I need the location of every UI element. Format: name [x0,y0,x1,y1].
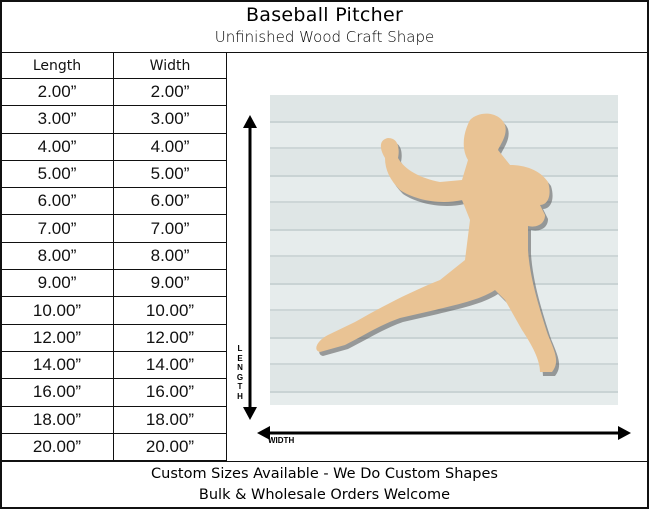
width-cell: 6.00” [113,187,227,216]
table-row: 8.00” 8.00” [0,241,227,271]
length-cell: 5.00” [0,159,114,189]
length-cell: 6.00” [0,187,114,216]
length-cell: 14.00” [0,350,114,380]
table-row: 12.00” 12.00” [0,323,227,352]
length-cell: 9.00” [0,269,114,298]
page-title: Baseball Pitcher [245,4,404,26]
width-cell: 9.00” [113,269,227,298]
table-row: 5.00” 5.00” [0,159,227,189]
table-row: 16.00” 16.00” [0,378,227,407]
column-header-width: Width [113,52,227,79]
width-cell: 2.00” [113,77,227,107]
wood-shape [316,113,557,372]
table-row: 4.00” 4.00” [0,132,227,161]
length-cell: 3.00” [0,105,114,134]
length-cell: 16.00” [0,378,114,407]
width-cell: 16.00” [113,378,227,407]
footer-custom-note: Custom Sizes Available - We Do Custom Sh… [151,466,498,482]
length-cell: 10.00” [0,296,114,325]
table-row: 6.00” 6.00” [0,187,227,216]
column-header-length: Length [0,52,114,79]
table-row: 9.00” 9.00” [0,269,227,298]
width-cell: 3.00” [113,105,227,134]
width-cell: 8.00” [113,241,227,271]
header: Baseball Pitcher Unfinished Wood Craft S… [0,0,649,53]
width-cell: 18.00” [113,405,227,434]
length-cell: 4.00” [0,132,114,161]
table-row: 3.00” 3.00” [0,105,227,134]
width-label: WIDTH [268,436,295,445]
length-cell: 20.00” [0,432,114,462]
table-row: 18.00” 18.00” [0,405,227,434]
page-subtitle: Unfinished Wood Craft Shape [214,28,435,46]
length-cell: 8.00” [0,241,114,271]
width-arrow [257,426,631,440]
table-row: 20.00” 20.00” [0,432,227,462]
table-row: 2.00” 2.00” [0,77,227,107]
footer: Custom Sizes Available - We Do Custom Sh… [0,461,649,509]
length-arrow [243,115,257,420]
footer-wholesale-note: Bulk & Wholesale Orders Welcome [198,487,451,503]
size-table: Length Width 2.00” 2.00” 3.00” 3.00” 4.00” 4.… [0,52,227,462]
product-image-area [226,52,649,461]
length-cell: 12.00” [0,323,114,352]
width-cell: 20.00” [113,432,227,462]
